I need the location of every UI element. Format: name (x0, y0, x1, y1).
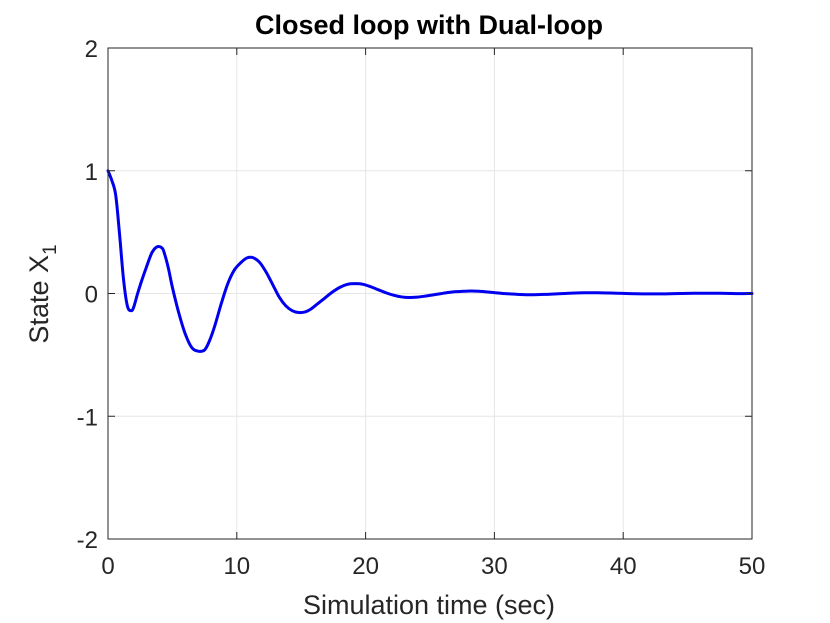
y-tick-labels: -2 -1 0 1 2 (77, 36, 98, 554)
series-layer (106, 169, 754, 353)
y-tick-label: 0 (85, 282, 98, 309)
y-tick-label: 2 (85, 36, 98, 63)
x-tick-label: 20 (352, 553, 379, 580)
x-tick-label: 0 (101, 553, 114, 580)
x-tick-labels: 0 10 20 30 40 50 (101, 553, 765, 580)
y-axis-label-main: State X (24, 255, 54, 344)
x-axis-label: Simulation time (sec) (303, 590, 555, 620)
y-axis-label: State X1 (24, 244, 61, 343)
series-line-state-x1 (106, 169, 754, 353)
x-tick-label: 10 (223, 553, 250, 580)
x-tick-label: 40 (610, 553, 637, 580)
y-axis-label-subscript: 1 (40, 244, 61, 255)
y-tick-label: -2 (77, 527, 98, 554)
tick-marks (107, 47, 753, 540)
y-tick-label: 1 (85, 159, 98, 186)
chart-title: Closed loop with Dual-loop (255, 10, 603, 40)
x-tick-label: 50 (739, 553, 766, 580)
y-tick-label: -1 (77, 404, 98, 431)
x-tick-label: 30 (481, 553, 508, 580)
